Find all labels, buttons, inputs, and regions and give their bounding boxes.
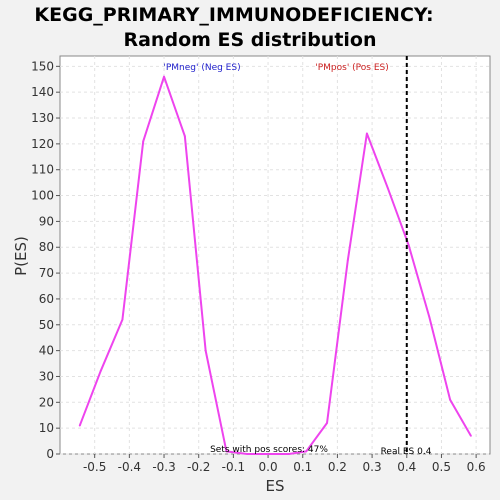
data-point — [78, 424, 81, 427]
x-tick-label: -0.3 — [152, 460, 175, 474]
y-tick-label: 0 — [46, 447, 54, 461]
y-tick-label: 80 — [39, 240, 54, 254]
chart-title-line-2: Random ES distribution — [123, 29, 376, 51]
x-tick-label: 0.4 — [397, 460, 416, 474]
x-axis-label: ES — [266, 477, 285, 495]
x-tick-label: -0.2 — [187, 460, 210, 474]
y-tick-label: 20 — [39, 395, 54, 409]
y-tick-label: 100 — [31, 189, 54, 203]
data-point — [470, 435, 472, 437]
y-tick-label: 90 — [39, 214, 54, 228]
y-tick-label: 50 — [39, 318, 54, 332]
real-es-text: Real ES 0.4 — [381, 447, 432, 457]
y-tick-label: 150 — [31, 59, 54, 73]
data-point — [365, 132, 368, 135]
x-tick-label: -0.4 — [118, 460, 141, 474]
data-point — [267, 453, 269, 455]
x-tick-label: 0.0 — [259, 460, 278, 474]
data-point — [386, 186, 389, 189]
data-point — [287, 453, 290, 455]
x-tick-label: 0.1 — [293, 460, 312, 474]
y-tick-label: 110 — [31, 163, 54, 177]
data-point — [225, 450, 228, 453]
y-tick-label: 70 — [39, 266, 54, 280]
pos-es-label: 'PMpos' (Pos ES) — [315, 63, 389, 73]
y-tick-label: 60 — [39, 292, 54, 306]
data-point — [407, 243, 410, 246]
data-point — [163, 75, 165, 78]
x-tick-label: -0.5 — [83, 460, 106, 474]
y-tick-label: 140 — [31, 85, 54, 99]
data-point — [142, 140, 145, 143]
data-point — [428, 316, 431, 318]
chart-title-line-1: KEGG_PRIMARY_IMMUNODEFICIENCY: — [34, 4, 433, 26]
y-axis-label: P(ES) — [12, 236, 30, 276]
sets-pos-scores-text: Sets with pos scores: 47% — [210, 445, 328, 455]
y-tick-label: 10 — [39, 421, 54, 435]
data-point — [121, 318, 124, 321]
y-axis-ticks: 0 10 20 30 40 50 60 70 80 90 100 110 120 130 140 150 — [31, 59, 60, 461]
x-axis-ticks: -0.5 -0.4 -0.3 -0.2 -0.1 0.0 0.1 0.2 0.3 0.4 0.5 0.… — [83, 454, 486, 474]
data-point — [183, 135, 186, 138]
data-point — [246, 453, 249, 455]
y-tick-label: 120 — [31, 137, 54, 151]
data-point — [346, 259, 349, 262]
x-tick-label: 0.3 — [363, 460, 382, 474]
data-point — [99, 370, 102, 373]
data-point — [326, 422, 328, 424]
y-tick-label: 30 — [39, 369, 54, 383]
x-tick-label: -0.1 — [222, 460, 245, 474]
x-tick-label: 0.5 — [432, 460, 451, 474]
series — [78, 75, 472, 455]
data-point — [204, 349, 207, 352]
neg-es-label: 'PMneg' (Neg ES) — [163, 63, 240, 73]
series-line — [78, 75, 472, 455]
data-point — [305, 450, 308, 453]
y-tick-label: 40 — [39, 344, 54, 358]
x-tick-label: 0.6 — [467, 460, 486, 474]
y-tick-label: 130 — [31, 111, 54, 125]
data-point — [449, 398, 452, 401]
x-tick-label: 0.2 — [328, 460, 347, 474]
plot-area — [59, 55, 491, 455]
